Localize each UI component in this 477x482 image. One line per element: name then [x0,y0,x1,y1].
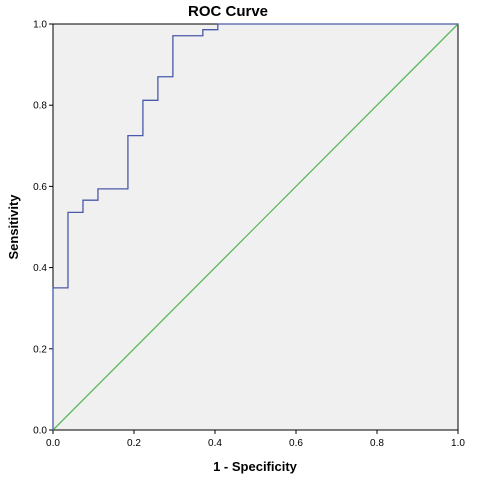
y-tick-label: 0.8 [33,101,47,112]
y-tick-label: 1.0 [33,20,47,31]
x-tick-label: 1.0 [451,438,465,449]
x-tick-label: 0.4 [208,438,222,449]
axis-ticks: 0.0 0.2 0.4 0.6 0.8 1.0 0.0 0.2 0.4 0.6 0.8 1.0 [33,20,465,450]
y-tick-label: 0.2 [33,344,47,355]
reference-diagonal-line [52,23,459,431]
x-tick-label: 0.2 [127,438,141,449]
x-tick-label: 0.8 [370,438,384,449]
x-tick-label: 0.6 [289,438,303,449]
series-layer [52,23,459,431]
x-tick-label: 0.0 [46,438,60,449]
x-axis-label: 1 - Specificity [213,459,298,474]
y-tick-label: 0.4 [33,263,47,274]
y-tick-label: 0.6 [33,182,47,193]
y-tick-label: 0.0 [33,426,47,437]
chart-title: ROC Curve [188,3,268,20]
y-axis-label: Sensitivity [6,194,21,260]
roc-curve-line [52,23,458,430]
